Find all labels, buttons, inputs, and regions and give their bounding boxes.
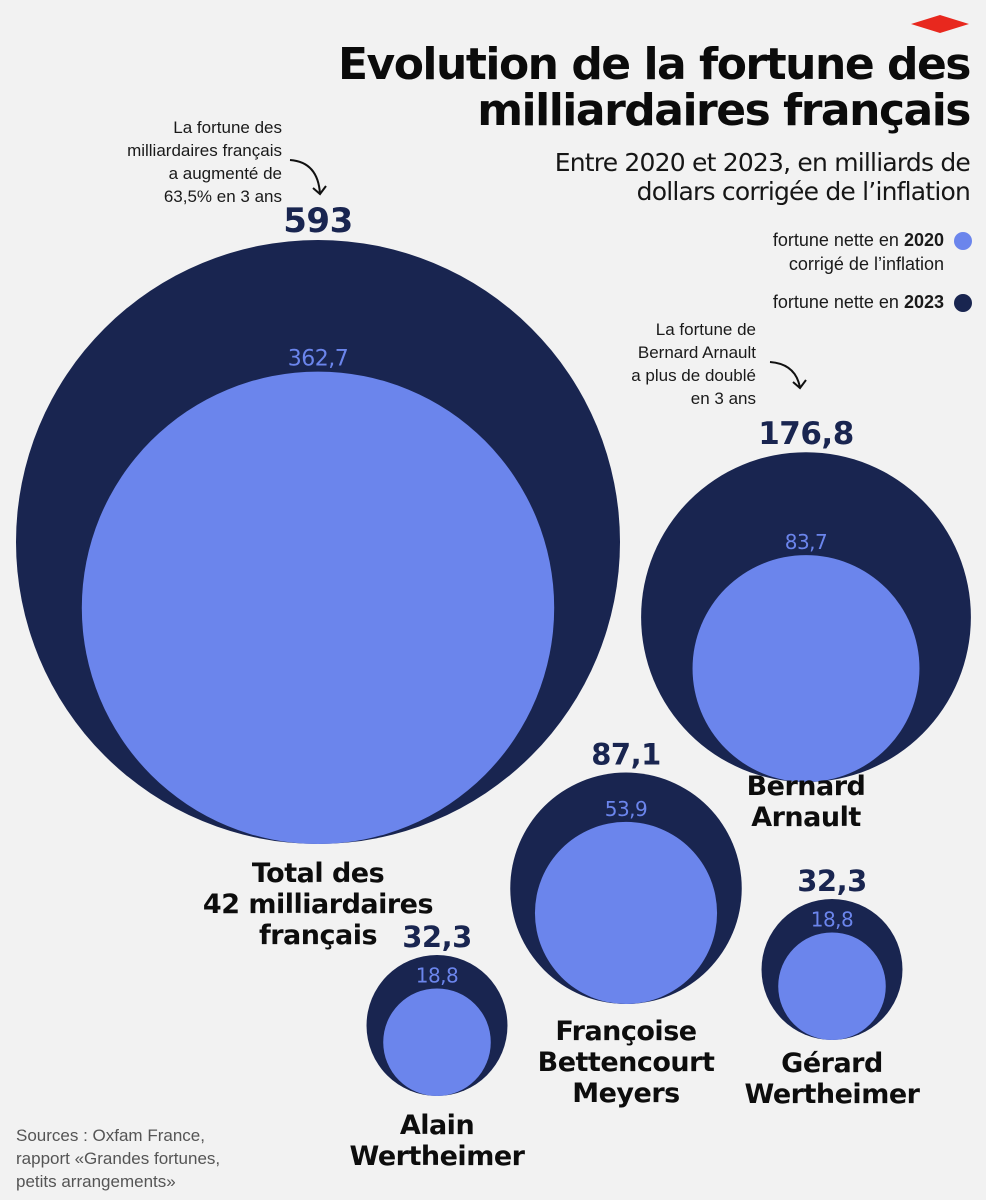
category-label: 42 milliardaires: [203, 889, 433, 920]
curved-arrow-icon: [289, 159, 321, 195]
value-label-2020: 362,7: [288, 347, 348, 372]
category-label: Wertheimer: [745, 1079, 921, 1110]
category-label: Gérard: [781, 1048, 883, 1079]
arnault-annotation-line: en 3 ans: [690, 389, 756, 408]
sources-note: Sources : Oxfam France, rapport «Grandes …: [16, 1124, 296, 1193]
value-label-2020: 18,8: [811, 907, 854, 931]
total-annotation-line: La fortune des: [173, 118, 282, 137]
value-label-2020: 83,7: [785, 530, 828, 554]
category-label: Françoise: [555, 1016, 696, 1047]
total-annotation-line: a augmenté de: [168, 164, 282, 183]
value-label-2020: 18,8: [416, 963, 459, 987]
subtitle-line-2: dollars corrigée de l’inflation: [636, 177, 971, 206]
page-title: Evolution de la fortune des milliardaire…: [250, 39, 972, 136]
category-label: français: [259, 920, 377, 951]
sources-line: petits arrangements»: [16, 1172, 176, 1191]
total-annotation: La fortune des milliardaires français a au…: [60, 116, 282, 208]
bubble-2020-0: [81, 371, 555, 844]
arnault-annotation-line: a plus de doublé: [631, 366, 756, 385]
sources-line: rapport «Grandes fortunes,: [16, 1149, 221, 1168]
legend-2023-prefix: fortune nette en: [772, 292, 904, 312]
page-subtitle: Entre 2020 et 2023, en milliards de doll…: [370, 148, 971, 206]
bubble-2020-4: [383, 988, 491, 1096]
curved-arrow-icon: [769, 361, 801, 389]
arnault-annotation: La fortune de Bernard Arnault a plus de do…: [560, 318, 756, 410]
value-label-2023: 87,1: [591, 738, 661, 772]
legend-2023-year: 2023: [903, 292, 944, 312]
curved-arrow-icon-head: [312, 185, 327, 196]
legend-item-2020: fortune nette en 2020 corrigé de l’infla…: [612, 228, 972, 276]
category-label: Bernard: [747, 771, 866, 802]
category-label: Wertheimer: [350, 1141, 526, 1172]
arnault-annotation-line: La fortune de: [655, 320, 756, 339]
category-label: Total des: [252, 858, 384, 889]
bubble-2020-2: [534, 821, 718, 1004]
title-line-1: Evolution de la fortune des: [337, 39, 972, 90]
category-label: Alain: [400, 1110, 474, 1141]
legend-2020-suffix: corrigé de l’inflation: [788, 254, 944, 274]
curved-arrow-icon-head: [792, 379, 807, 390]
value-label-2023: 593: [283, 201, 352, 241]
value-label-2023: 176,8: [758, 416, 854, 452]
legend-dot-2023: [954, 294, 972, 312]
legend-dot-2020: [954, 232, 972, 250]
legend-item-2023: fortune nette en 2023: [612, 290, 972, 314]
legend-2020-year: 2020: [903, 230, 944, 250]
title-line-2: milliardaires français: [477, 85, 971, 136]
category-label: Arnault: [751, 802, 861, 833]
value-label-2023: 32,3: [797, 864, 867, 898]
value-label-2020: 53,9: [605, 797, 648, 821]
chart-legend: fortune nette en 2020 corrigé de l’infla…: [612, 228, 972, 328]
bubble-2020-3: [778, 932, 886, 1040]
category-label: Meyers: [572, 1078, 679, 1109]
total-annotation-line: milliardaires français: [127, 141, 282, 160]
red-diamond-logo-icon: [911, 15, 969, 33]
total-annotation-line: 63,5% en 3 ans: [163, 187, 282, 206]
sources-line: Sources : Oxfam France,: [16, 1126, 205, 1145]
category-label: Bettencourt: [538, 1047, 715, 1078]
legend-2020-prefix: fortune nette en: [772, 230, 904, 250]
arnault-annotation-line: Bernard Arnault: [637, 343, 756, 362]
bubble-2020-1: [692, 555, 920, 782]
value-label-2023: 32,3: [402, 920, 472, 954]
subtitle-line-1: Entre 2020 et 2023, en milliards de: [554, 148, 971, 177]
